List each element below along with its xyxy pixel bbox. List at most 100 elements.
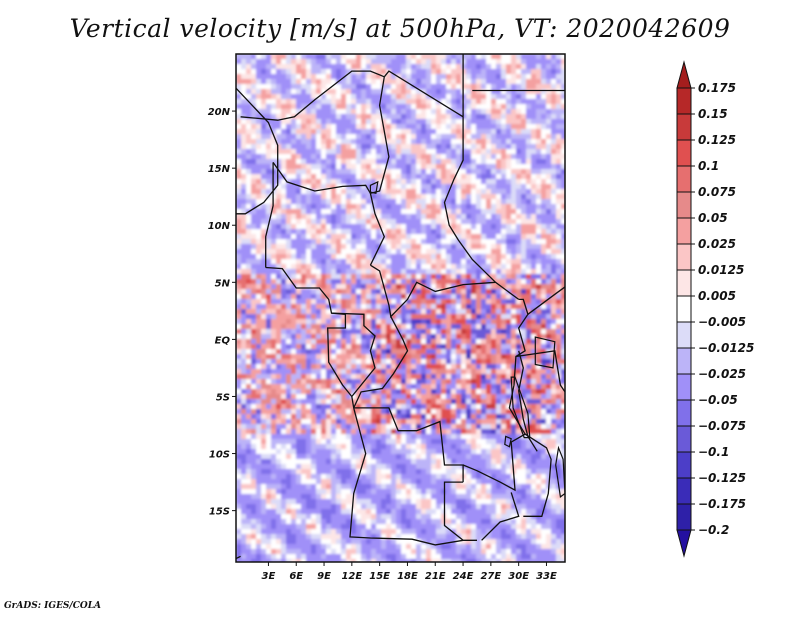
field-cell — [486, 399, 492, 405]
field-cell — [341, 344, 347, 350]
field-cell — [371, 224, 377, 230]
field-cell — [346, 369, 352, 375]
field-cell — [471, 199, 477, 205]
field-cell — [386, 54, 392, 60]
field-cell — [431, 129, 437, 135]
field-cell — [371, 54, 377, 60]
field-cell — [516, 289, 522, 295]
field-cell — [321, 74, 327, 80]
field-cell — [436, 59, 442, 65]
field-cell — [331, 99, 337, 105]
field-cell — [506, 344, 512, 350]
field-cell — [441, 179, 447, 185]
field-cell — [356, 89, 362, 95]
field-cell — [351, 164, 357, 170]
field-cell — [491, 144, 497, 150]
field-cell — [501, 399, 507, 405]
field-cell — [426, 379, 432, 385]
field-cell — [476, 204, 482, 210]
field-cell — [451, 349, 457, 355]
field-cell — [251, 254, 257, 260]
field-cell — [276, 134, 282, 140]
field-cell — [446, 364, 452, 370]
field-cell — [271, 64, 277, 70]
field-cell — [396, 84, 402, 90]
field-cell — [296, 354, 302, 360]
field-cell — [416, 159, 422, 165]
field-cell — [476, 309, 482, 315]
field-cell — [506, 194, 512, 200]
field-cell — [376, 409, 382, 415]
field-cell — [291, 109, 297, 115]
field-cell — [471, 79, 477, 85]
field-cell — [491, 309, 497, 315]
field-cell — [286, 289, 292, 295]
field-cell — [526, 409, 532, 415]
field-cell — [406, 349, 412, 355]
field-cell — [296, 304, 302, 310]
field-cell — [421, 414, 427, 420]
field-cell — [436, 119, 442, 125]
field-cell — [296, 269, 302, 275]
field-cell — [541, 344, 547, 350]
field-cell — [346, 334, 352, 340]
field-cell — [421, 369, 427, 375]
field-cell — [411, 174, 417, 180]
field-cell — [351, 324, 357, 330]
field-cell — [276, 84, 282, 90]
field-cell — [296, 209, 302, 215]
field-cell — [431, 109, 437, 115]
field-cell — [456, 329, 462, 335]
field-cell — [386, 109, 392, 115]
field-cell — [291, 84, 297, 90]
field-cell — [476, 84, 482, 90]
field-cell — [316, 89, 322, 95]
field-cell — [446, 144, 452, 150]
field-cell — [466, 124, 472, 130]
field-cell — [396, 414, 402, 420]
field-cell — [541, 369, 547, 375]
field-cell — [286, 269, 292, 275]
field-cell — [366, 419, 372, 425]
field-cell — [291, 304, 297, 310]
field-cell — [361, 179, 367, 185]
field-cell — [521, 54, 527, 60]
field-cell — [276, 424, 282, 430]
field-cell — [381, 199, 387, 205]
field-cell — [376, 414, 382, 420]
field-cell — [371, 429, 377, 435]
field-cell — [486, 224, 492, 230]
field-cell — [546, 219, 552, 225]
field-cell — [471, 404, 477, 410]
field-cell — [431, 389, 437, 395]
field-cell — [351, 54, 357, 60]
field-cell — [501, 184, 507, 190]
field-cell — [236, 199, 242, 205]
field-cell — [531, 339, 537, 345]
field-cell — [266, 74, 272, 80]
field-cell — [306, 319, 312, 325]
field-cell — [386, 424, 392, 430]
field-cell — [321, 319, 327, 325]
field-cell — [236, 134, 242, 140]
field-cell — [301, 369, 307, 375]
field-cell — [496, 394, 502, 400]
field-cell — [261, 64, 267, 70]
field-cell — [476, 169, 482, 175]
field-cell — [376, 319, 382, 325]
field-cell — [501, 419, 507, 425]
field-cell — [426, 104, 432, 110]
field-cell — [376, 379, 382, 385]
field-cell — [506, 239, 512, 245]
field-cell — [336, 314, 342, 320]
field-cell — [446, 264, 452, 270]
field-cell — [471, 109, 477, 115]
field-cell — [316, 174, 322, 180]
field-cell — [261, 244, 267, 250]
field-cell — [331, 324, 337, 330]
field-cell — [441, 304, 447, 310]
field-cell — [421, 89, 427, 95]
field-cell — [291, 69, 297, 75]
field-cell — [306, 194, 312, 200]
field-cell — [311, 84, 317, 90]
